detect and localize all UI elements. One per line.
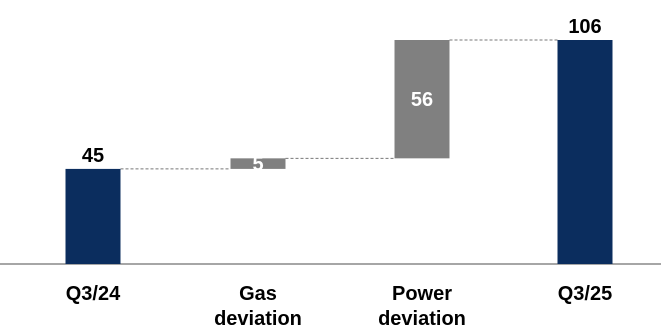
category-label-1-0: Gas [239, 283, 277, 305]
category-label-2-0: Power [392, 283, 452, 305]
value-label-1: 5 [252, 154, 263, 176]
bar-1 [230, 158, 286, 169]
value-label-3: 106 [568, 16, 601, 38]
value-label-0: 45 [82, 145, 104, 167]
bar-2 [394, 40, 450, 159]
value-label-2: 56 [411, 89, 433, 111]
category-labels-group: Q3/24 Gas deviation Power deviation Q3/25 [66, 283, 612, 330]
category-label-3-0: Q3/25 [558, 283, 612, 305]
category-label-0-0: Q3/24 [66, 283, 121, 305]
category-label-2-1: deviation [378, 308, 466, 330]
bar-3 [557, 40, 613, 264]
connector-lines [120, 39, 558, 170]
bars-group [65, 40, 613, 264]
bar-0 [65, 168, 121, 264]
category-label-1-1: deviation [214, 308, 302, 330]
value-labels-group: 45 5 56 106 [82, 16, 602, 176]
